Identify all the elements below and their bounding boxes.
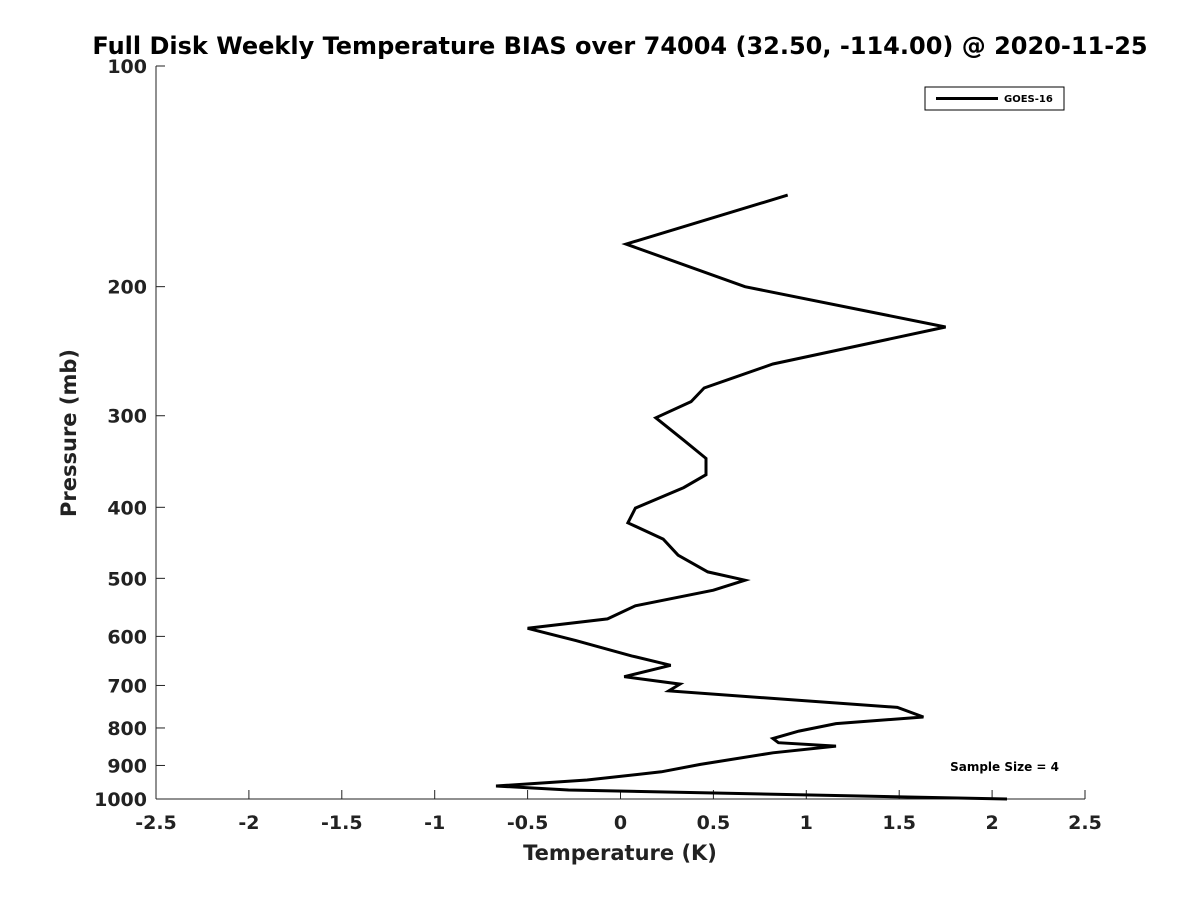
y-tick-label: 700 — [107, 675, 147, 697]
x-axis-ticks: -2.5 -2 -1.5 -1 -0.5 0 0.5 1 1.5 2 2.5 — [135, 790, 1102, 834]
x-tick-label: 1 — [800, 812, 813, 834]
y-tick-label: 200 — [107, 277, 147, 299]
y-tick-label: 600 — [107, 626, 147, 648]
y-tick-label: 1000 — [94, 789, 147, 811]
series-line-goes-16 — [495, 193, 1008, 801]
x-axis-label: Temperature (K) — [523, 841, 717, 865]
x-tick-label: -1 — [424, 812, 445, 834]
x-tick-label: -0.5 — [507, 812, 549, 834]
x-tick-label: 2.5 — [1068, 812, 1102, 834]
axes — [155, 66, 1085, 800]
y-tick-label: 900 — [107, 755, 147, 777]
x-tick-label: 1.5 — [882, 812, 916, 834]
legend: GOES-16 — [924, 86, 1065, 111]
y-axis-label: Pressure (mb) — [57, 349, 81, 517]
x-tick-label: -2.5 — [135, 812, 177, 834]
y-tick-label: 300 — [107, 406, 147, 428]
sample-size-annotation: Sample Size = 4 — [950, 760, 1059, 774]
x-tick-label: -2 — [238, 812, 259, 834]
y-tick-label: 400 — [107, 497, 147, 519]
x-tick-label: -1.5 — [321, 812, 363, 834]
series-layer — [495, 193, 1008, 801]
y-tick-label: 500 — [107, 568, 147, 590]
chart-title: Full Disk Weekly Temperature BIAS over 7… — [92, 32, 1147, 60]
y-axis-ticks: 100 200 300 400 500 600 700 800 900 1000 — [94, 56, 165, 811]
legend-entry-goes-16: GOES-16 — [1004, 94, 1053, 105]
x-tick-label: 0.5 — [697, 812, 731, 834]
y-tick-label: 800 — [107, 718, 147, 740]
x-tick-label: 0 — [614, 812, 627, 834]
y-tick-label: 100 — [107, 56, 147, 78]
x-tick-label: 2 — [985, 812, 998, 834]
